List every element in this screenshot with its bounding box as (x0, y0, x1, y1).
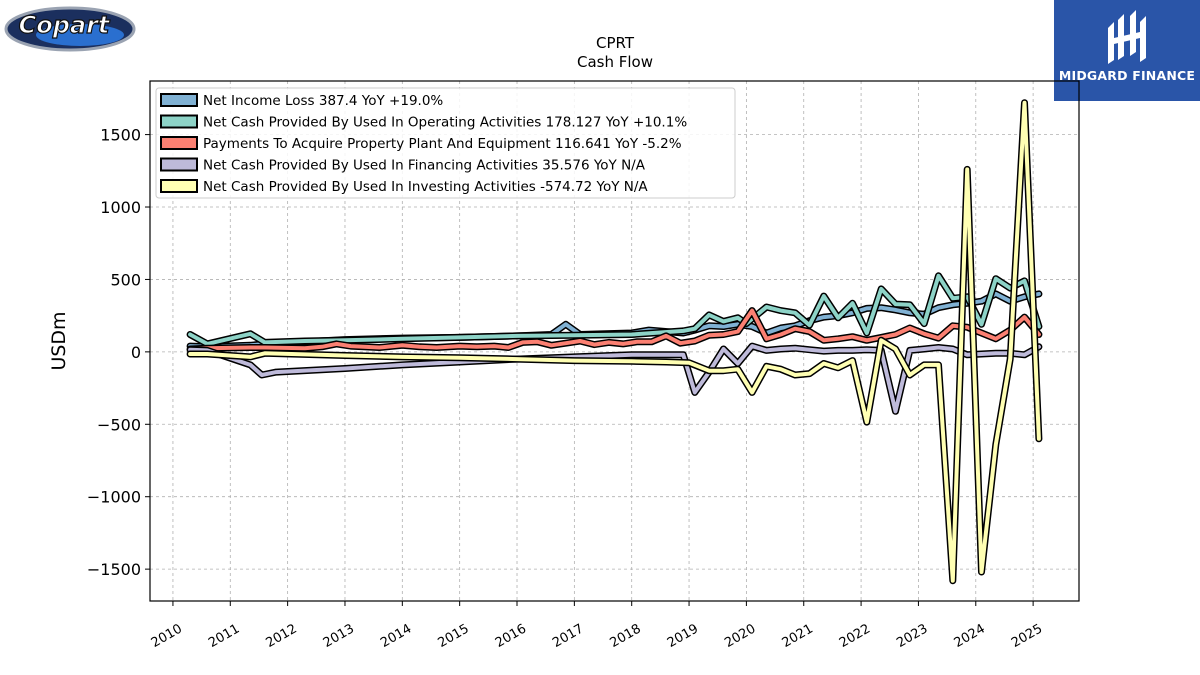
midgard-logo-text: MIDGARD FINANCE (1058, 68, 1196, 83)
x-tick-label: 2018 (608, 621, 644, 651)
y-tick-label: 500 (110, 270, 141, 289)
x-tick-label: 2025 (1009, 621, 1045, 651)
series-lines (186, 99, 1043, 585)
series-line-1 (188, 273, 1041, 346)
legend-entry: Net Cash Provided By Used In Financing A… (203, 158, 646, 174)
y-tick-label: −500 (97, 415, 141, 434)
legend-entry: Net Cash Provided By Used In Investing A… (203, 179, 648, 195)
legend-entry: Payments To Acquire Property Plant And E… (203, 136, 682, 152)
chart-title: CPRT (596, 34, 635, 52)
y-tick-label: −1000 (87, 488, 141, 507)
x-tick-label: 2011 (206, 621, 242, 651)
legend-swatch (160, 136, 198, 150)
x-tick-label: 2020 (722, 621, 758, 651)
y-tick-label: 0 (131, 343, 141, 362)
legend-box (155, 87, 736, 199)
x-tick-label: 2010 (149, 621, 185, 651)
legend-entry: Net Income Loss 387.4 YoY +19.0% (203, 93, 443, 109)
y-axis: −1500 −1000 −500 0 500 1000 1500 (87, 126, 150, 579)
y-tick-label: −1500 (87, 560, 141, 579)
y-tick-label: 1500 (100, 126, 141, 145)
x-tick-label: 2013 (321, 621, 357, 651)
x-tick-label: 2023 (894, 621, 930, 651)
x-tick-label: 2015 (436, 621, 472, 651)
x-axis: 2010 2011 2012 2013 2014 2015 2016 2017 2018 2019… (149, 601, 1045, 651)
y-axis-label: USDm (48, 311, 70, 370)
copart-logo: Copart (4, 4, 136, 54)
copart-logo-mark: Copart (4, 6, 136, 52)
legend-swatch (160, 179, 198, 193)
series-line-3 (188, 344, 1041, 414)
x-tick-label: 2017 (550, 621, 586, 651)
x-tick-label: 2016 (493, 621, 529, 651)
x-tick-label: 2021 (780, 621, 816, 651)
chart-subtitle: Cash Flow (577, 53, 653, 71)
plot-frame (149, 80, 1080, 602)
y-tick-label: 1000 (100, 198, 141, 217)
x-tick-label: 2022 (837, 621, 873, 651)
copart-logo-text: Copart (19, 11, 111, 39)
x-tick-label: 2012 (263, 621, 299, 651)
legend-entry: Net Cash Provided By Used In Operating A… (203, 115, 687, 131)
x-tick-label: 2019 (665, 621, 701, 651)
series-line-2 (188, 308, 1041, 351)
legend-swatch (160, 157, 198, 172)
x-tick-label: 2024 (952, 621, 988, 651)
midgard-logo-mark (1108, 10, 1146, 64)
legend-swatch (160, 93, 198, 107)
legend-swatch (160, 114, 198, 129)
x-tick-label: 2014 (378, 621, 414, 651)
midgard-finance-logo: MIDGARD FINANCE (1054, 0, 1200, 101)
series-line-4 (188, 100, 1041, 583)
legend: Net Income Loss 387.4 YoY +19.0% Net Cash… (155, 87, 736, 199)
